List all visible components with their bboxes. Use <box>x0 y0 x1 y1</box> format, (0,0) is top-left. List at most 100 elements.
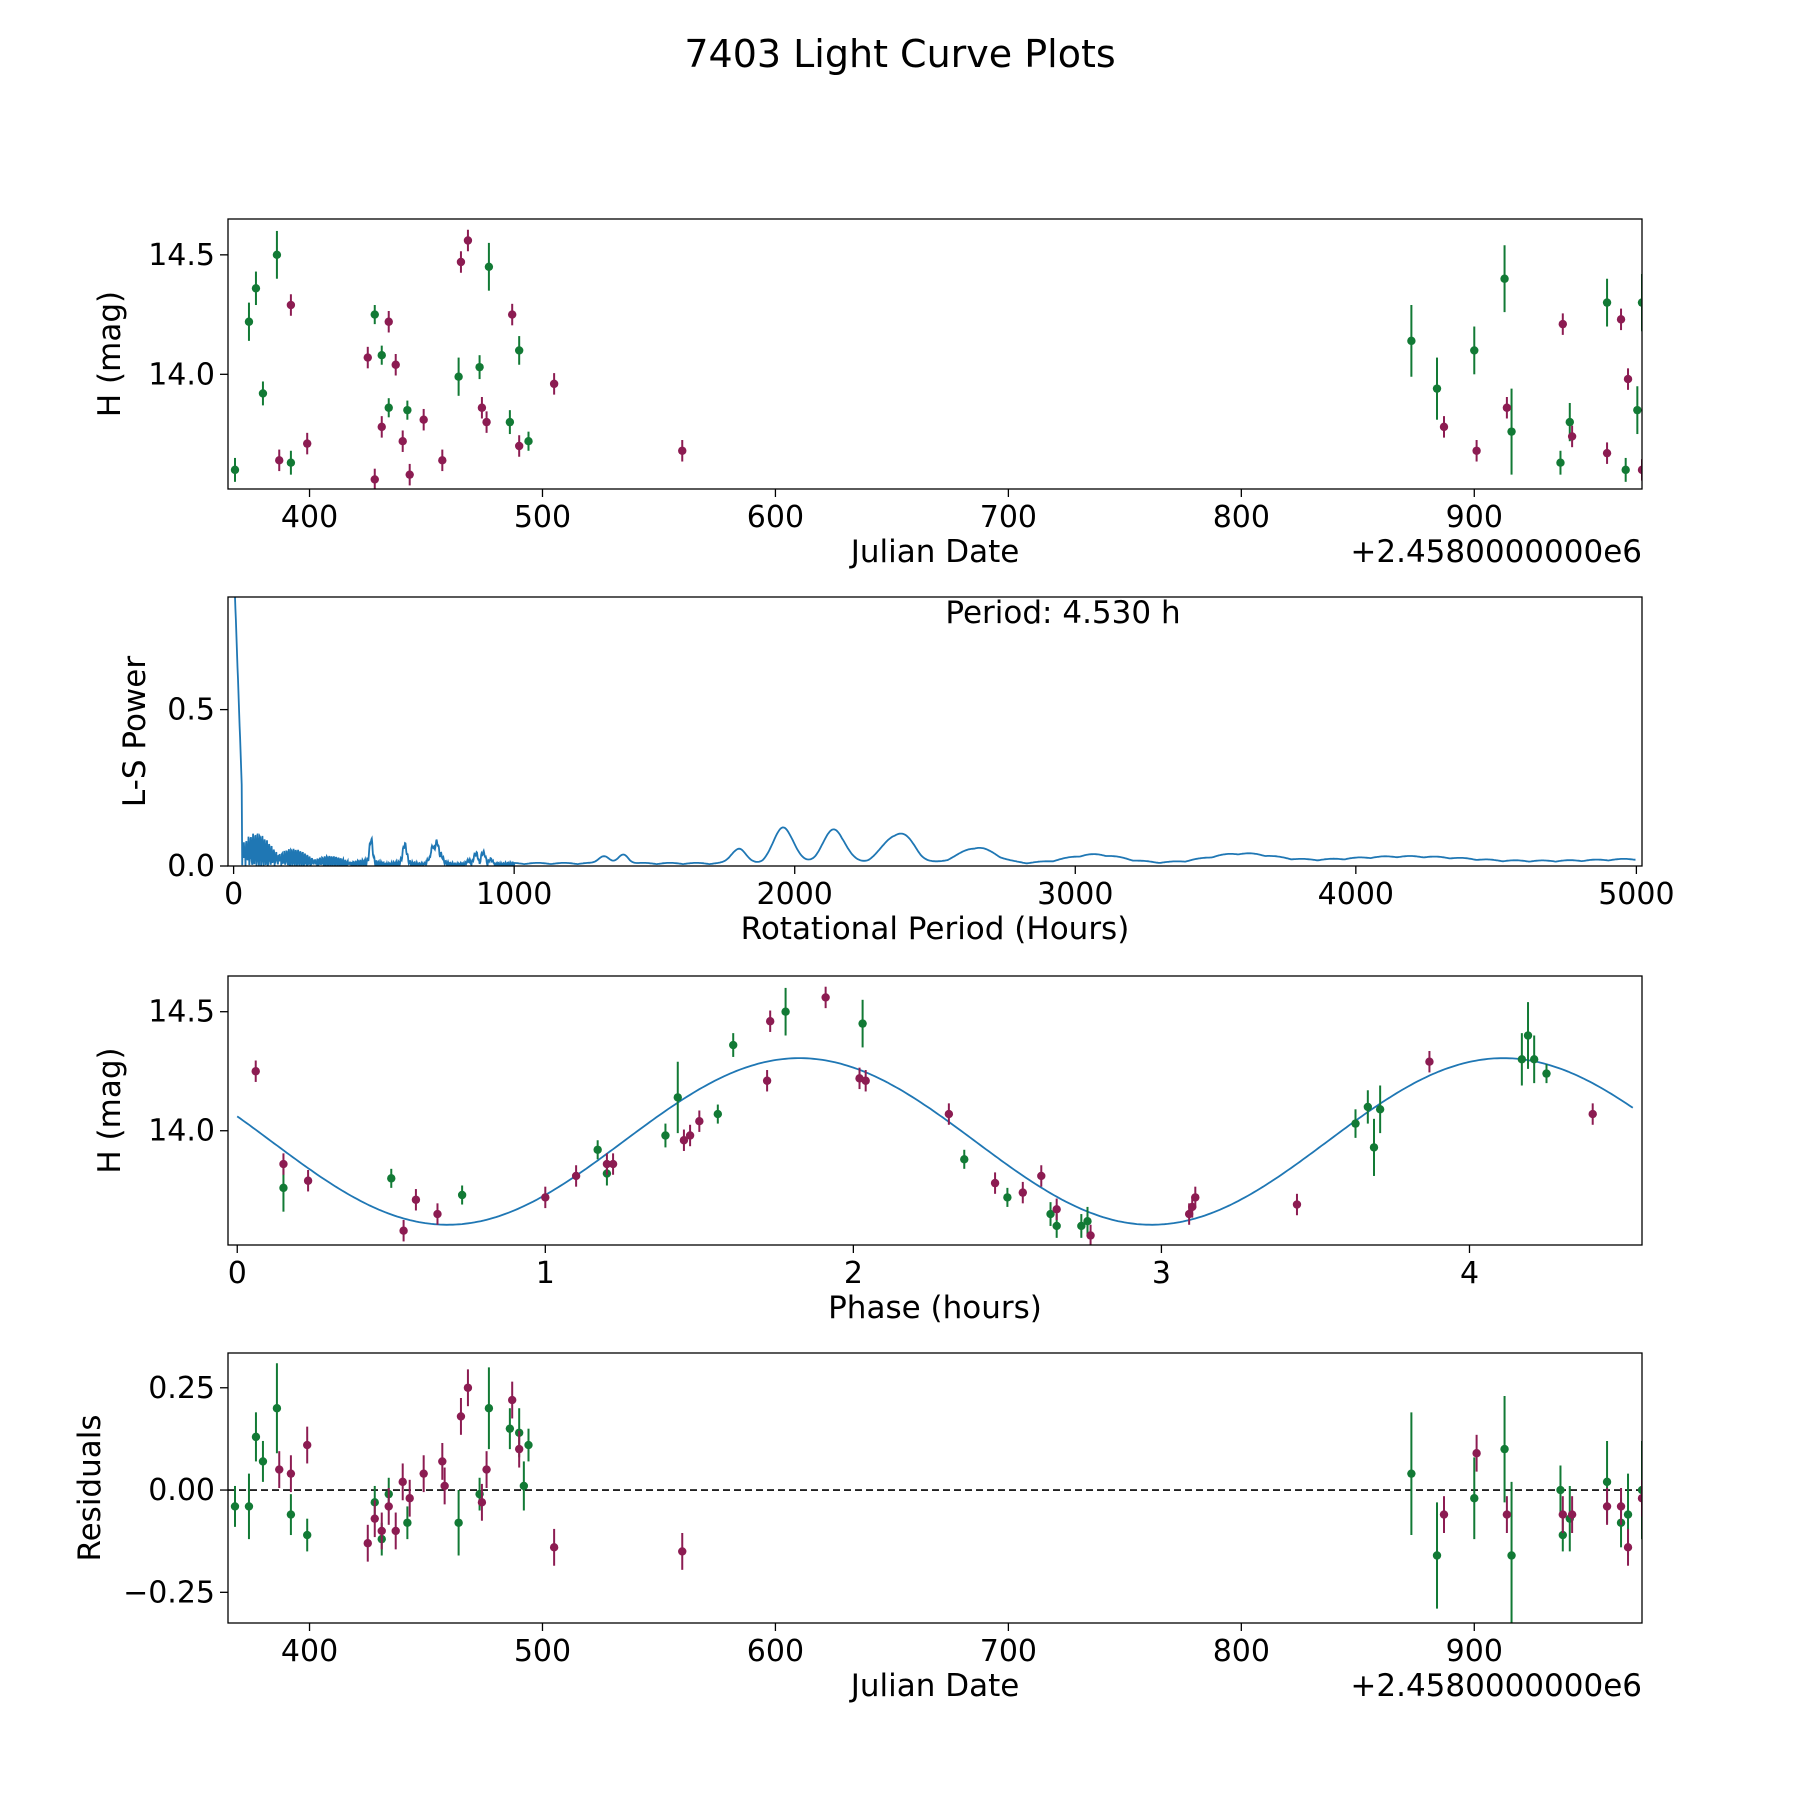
data-point <box>251 1067 260 1076</box>
data-point <box>514 441 524 451</box>
panel-periodogram: 0 1000 2000 3000 4000 5000 0.0 0.5 Rotational Pe… <box>117 595 1675 947</box>
data-point <box>1191 1193 1200 1202</box>
data-point <box>1616 315 1626 324</box>
data-point <box>230 465 240 475</box>
data-point <box>1558 1510 1567 1519</box>
y-tick-label: 14.5 <box>148 238 215 273</box>
data-point <box>303 1530 312 1540</box>
data-point <box>661 1131 670 1140</box>
x-tick-label: 4 <box>1460 1256 1479 1291</box>
data-point <box>391 360 400 369</box>
data-point <box>505 417 515 427</box>
data-point <box>1517 1055 1527 1064</box>
data-point <box>1363 1102 1373 1112</box>
x-tick-label: 800 <box>1213 1634 1270 1669</box>
data-point <box>370 1514 379 1523</box>
data-point <box>303 439 312 448</box>
data-point <box>685 1131 695 1140</box>
data-point <box>275 456 284 465</box>
data-point <box>1616 1502 1626 1511</box>
y-axis-label: H (mag) <box>92 1047 128 1173</box>
data-point <box>370 310 379 319</box>
panel-lightcurve: 400 500 600 700 800 900 14.0 14.5 Julian Date H (… <box>92 218 1643 570</box>
data-point <box>391 1526 400 1536</box>
plot-area-residuals <box>228 1363 1642 1623</box>
data-point <box>990 1178 1000 1188</box>
data-point <box>1500 274 1509 283</box>
data-point <box>377 422 386 432</box>
data-point <box>384 403 393 412</box>
data-point <box>1500 1444 1509 1454</box>
data-point <box>440 1481 449 1491</box>
x-axis-label: Julian Date <box>849 1668 1020 1704</box>
x-tick-label: 2000 <box>757 877 833 912</box>
data-point <box>251 1432 261 1442</box>
x-tick-label: 1 <box>536 1256 555 1291</box>
data-point <box>1567 1510 1577 1519</box>
data-point <box>1472 446 1481 455</box>
data-point <box>279 1159 288 1169</box>
data-point <box>482 417 491 427</box>
x-tick-label: 4000 <box>1318 877 1394 912</box>
data-point <box>363 1539 372 1548</box>
data-point <box>1407 1469 1416 1478</box>
data-point <box>1439 422 1449 432</box>
data-point <box>695 1117 704 1126</box>
data-point <box>524 1440 533 1450</box>
y-tick-label: 14.5 <box>148 995 215 1030</box>
x-tick-label: 400 <box>281 1634 338 1669</box>
data-point <box>433 1209 442 1219</box>
data-point <box>244 1502 254 1511</box>
data-point <box>1052 1221 1061 1231</box>
data-point <box>781 1007 790 1016</box>
data-point <box>861 1076 870 1085</box>
data-point <box>1529 1055 1539 1064</box>
data-point <box>303 1176 313 1185</box>
data-point <box>251 284 261 293</box>
data-point <box>456 257 466 267</box>
data-point <box>1602 1477 1612 1487</box>
data-point <box>541 1193 550 1202</box>
y-axis-label: L-S Power <box>117 656 153 807</box>
data-point <box>1602 298 1612 307</box>
data-point <box>1425 1057 1434 1066</box>
data-point <box>405 1494 414 1503</box>
data-point <box>230 1502 240 1511</box>
data-point <box>1502 403 1512 412</box>
data-point <box>1637 465 1642 475</box>
data-point <box>1623 1543 1633 1552</box>
data-point <box>411 1195 421 1204</box>
data-point <box>457 1190 467 1200</box>
data-point <box>454 372 463 381</box>
data-point <box>1046 1209 1055 1219</box>
data-point <box>1432 1551 1442 1560</box>
x-tick-label: 600 <box>747 1634 804 1669</box>
y-tick-label: 14.0 <box>148 357 215 392</box>
data-point <box>765 1017 775 1026</box>
data-point <box>272 1404 282 1413</box>
data-point <box>384 317 393 326</box>
data-point <box>463 236 473 245</box>
data-point <box>1432 384 1442 393</box>
x-tick-label: 900 <box>1446 500 1503 535</box>
data-point <box>419 415 428 424</box>
data-point <box>1375 1105 1385 1114</box>
data-point <box>514 346 524 355</box>
data-point <box>507 310 517 319</box>
data-point <box>593 1145 602 1154</box>
data-point <box>1052 1205 1061 1214</box>
data-point <box>258 389 268 398</box>
data-point <box>456 1412 466 1421</box>
data-point <box>1003 1193 1012 1202</box>
y-axis-label: Residuals <box>72 1414 108 1561</box>
x-tick-label: 600 <box>747 500 804 535</box>
data-point <box>279 1183 288 1193</box>
data-point <box>1369 1143 1379 1152</box>
data-point <box>1502 1510 1512 1519</box>
y-axis-label: H (mag) <box>92 291 128 417</box>
plot-frame <box>227 218 1643 490</box>
data-point <box>524 437 533 446</box>
x-axis-label: Phase (hours) <box>828 1290 1042 1326</box>
plot-frame <box>227 975 1643 1246</box>
power-spectrum-line <box>234 597 1636 866</box>
